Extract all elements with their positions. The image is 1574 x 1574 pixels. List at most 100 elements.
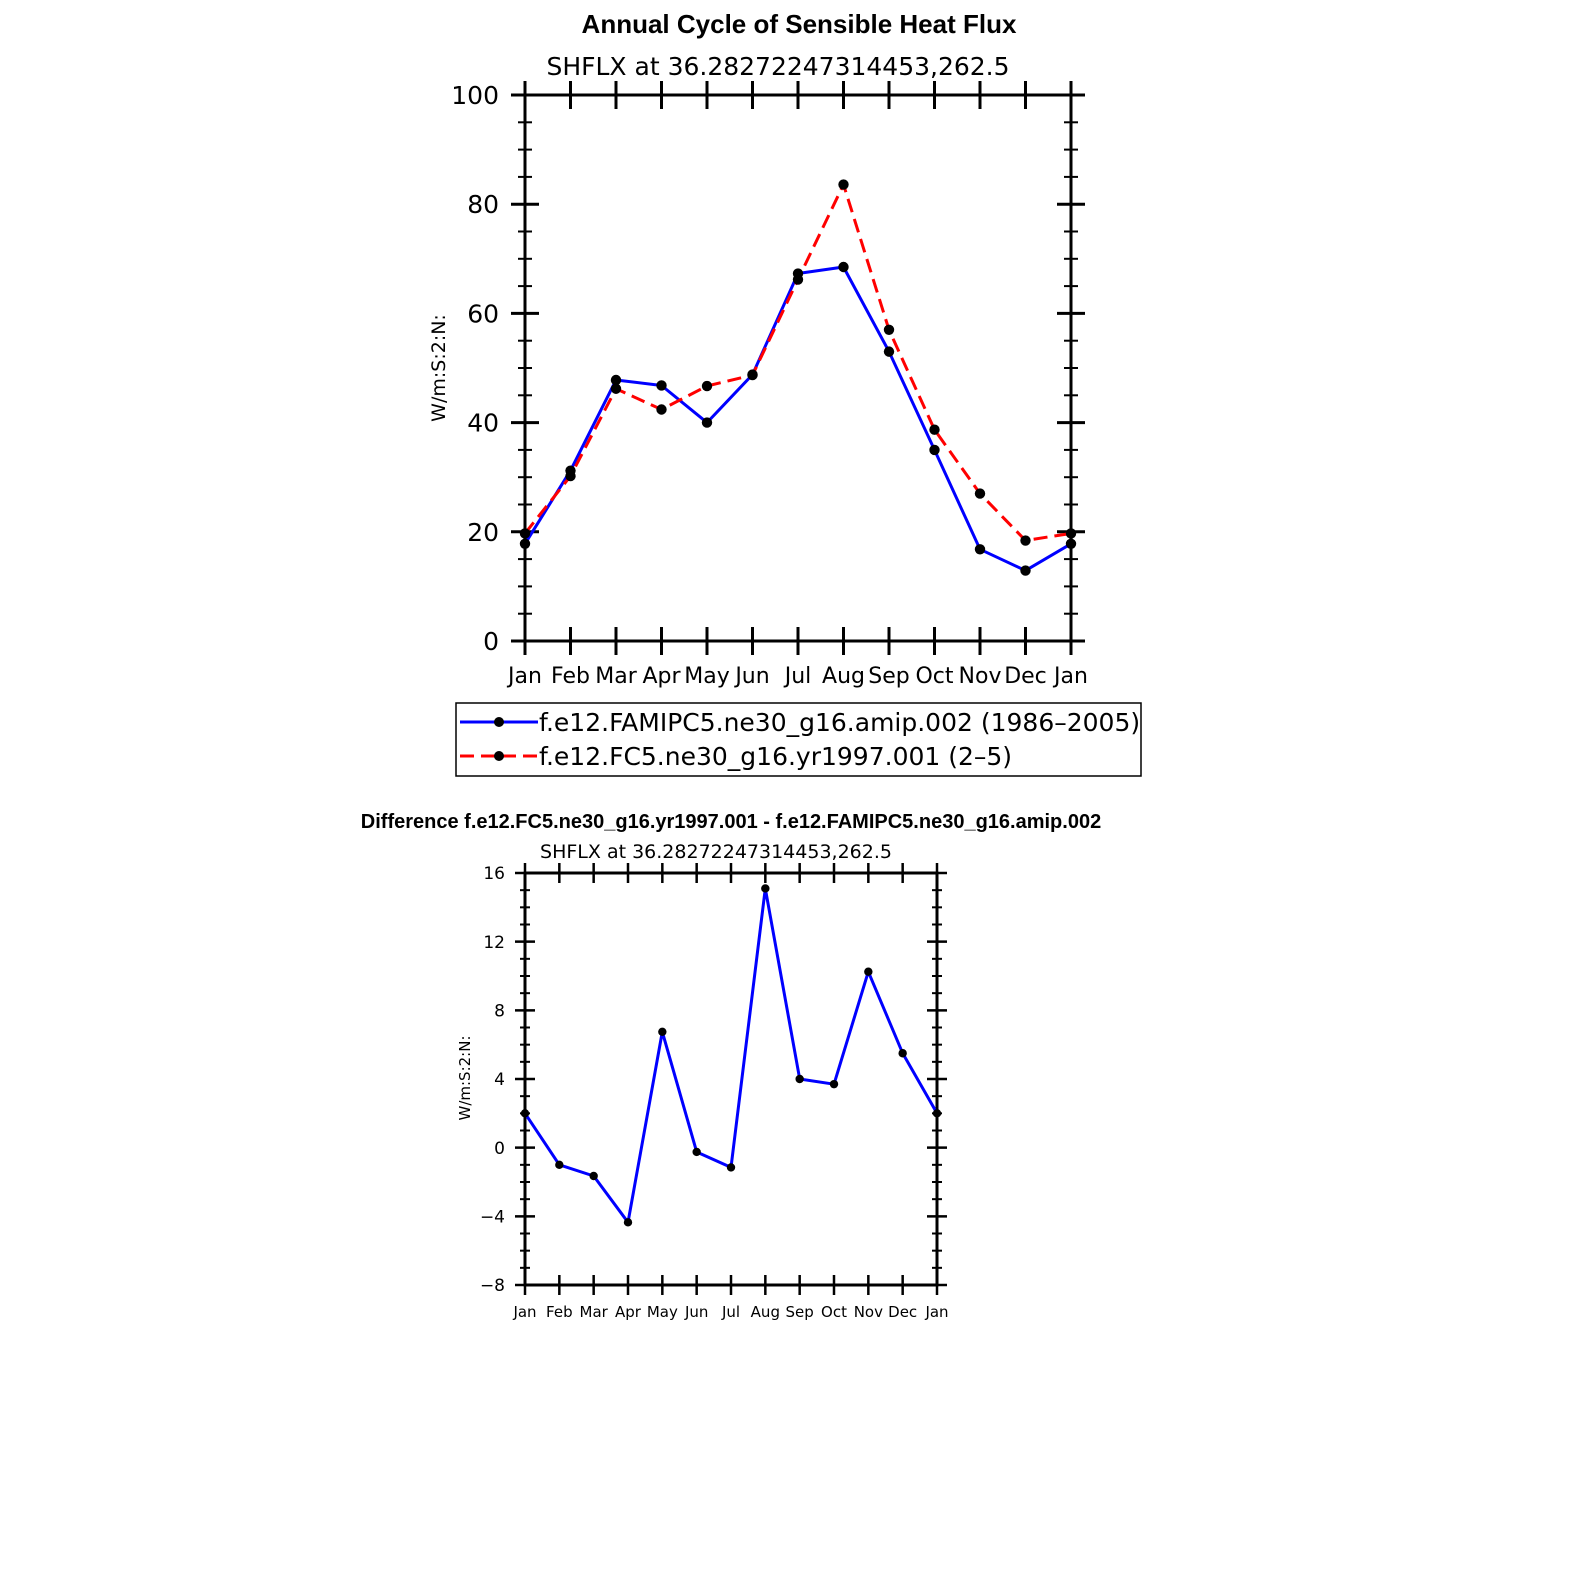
- y-axis-label: W/m:S:2:N:: [456, 1036, 474, 1121]
- x-tick-label: Jul: [783, 664, 812, 689]
- data-point: [974, 488, 986, 499]
- axis-ticks: [515, 863, 947, 1295]
- x-tick-label: Dec: [1004, 664, 1047, 689]
- series-1: [523, 183, 1072, 542]
- y-tick-label: 0: [483, 627, 499, 656]
- y-tick-label: 8: [494, 1001, 505, 1021]
- legend-marker-fc5: [494, 751, 504, 761]
- series-layer: [520, 884, 942, 1227]
- y-tick-label: 40: [467, 409, 499, 438]
- x-tick-label: May: [684, 664, 729, 689]
- legend-box: [455, 702, 1142, 777]
- series-0: [523, 887, 939, 1224]
- data-point: [701, 380, 713, 392]
- data-point: [610, 374, 622, 386]
- data-point: [829, 1079, 839, 1089]
- data-point: [898, 1049, 907, 1058]
- x-tick-label: Jan: [506, 664, 542, 689]
- x-tick-label: Sep: [868, 664, 909, 689]
- chart-title: Difference f.e12.FC5.ne30_g16.yr1997.001…: [361, 811, 1101, 833]
- y-tick-label: 20: [467, 518, 499, 547]
- data-point: [555, 1160, 564, 1170]
- data-point: [519, 528, 531, 539]
- x-tick-label: Nov: [854, 1303, 883, 1321]
- data-point: [883, 324, 895, 335]
- series-line: [523, 887, 939, 1224]
- data-point: [747, 369, 758, 381]
- plot-frame: [523, 93, 1073, 643]
- data-point: [1065, 538, 1077, 550]
- y-tick-labels: 0 20 40 60 80 100: [451, 81, 499, 656]
- x-tick-label: Dec: [888, 1303, 917, 1321]
- y-tick-label: 100: [451, 81, 499, 110]
- data-point: [726, 1163, 736, 1172]
- y-axis-label: W/m:S:2:N:: [428, 314, 450, 422]
- data-point: [520, 1109, 530, 1118]
- data-point: [838, 261, 849, 273]
- data-point: [1065, 528, 1077, 539]
- x-tick-label: Apr: [615, 1303, 642, 1321]
- y-tick-label: −8: [480, 1276, 505, 1296]
- data-point: [1020, 535, 1031, 546]
- data-point: [656, 380, 667, 391]
- x-tick-label: Jan: [1052, 664, 1088, 689]
- difference-chart: Difference f.e12.FC5.ne30_g16.yr1997.001…: [361, 811, 1101, 1321]
- data-point: [929, 444, 940, 456]
- data-point: [658, 1027, 667, 1036]
- y-tick-label: 0: [494, 1139, 505, 1159]
- series-line: [523, 183, 1072, 542]
- chart-subtitle: SHFLX at 36.28272247314453,262.5: [546, 52, 1009, 81]
- data-point: [692, 1147, 701, 1157]
- annual-cycle-chart: Annual Cycle of Sensible Heat Flux SHFLX…: [428, 9, 1142, 777]
- data-point: [610, 383, 622, 394]
- data-point: [761, 884, 770, 893]
- x-tick-label: Mar: [580, 1303, 609, 1321]
- y-tick-label: 60: [467, 299, 499, 328]
- data-point: [932, 1109, 942, 1118]
- legend-entry-fc5: f.e12.FC5.ne30_g16.yr1997.001 (2–5): [460, 742, 1012, 771]
- legend: f.e12.FAMIPC5.ne30_g16.amip.002 (1986–20…: [455, 702, 1142, 777]
- y-tick-label: 80: [467, 190, 499, 219]
- legend-label-fc5: f.e12.FC5.ne30_g16.yr1997.001 (2–5): [539, 742, 1012, 771]
- series-line: [523, 265, 1072, 573]
- x-tick-label: Aug: [751, 1303, 780, 1321]
- data-point: [519, 538, 531, 550]
- x-tick-label: Jul: [721, 1303, 740, 1321]
- x-tick-label: Mar: [595, 664, 637, 689]
- data-point: [701, 417, 713, 428]
- y-tick-label: 4: [494, 1070, 505, 1090]
- axis-ticks: [511, 81, 1085, 655]
- data-point: [838, 179, 849, 190]
- data-point: [1020, 565, 1031, 576]
- x-tick-label: Aug: [822, 664, 865, 689]
- x-tick-label: Sep: [786, 1303, 814, 1321]
- chart-title: Annual Cycle of Sensible Heat Flux: [582, 9, 1017, 39]
- x-tick-label: Feb: [546, 1303, 573, 1321]
- x-tick-label: Oct: [915, 664, 953, 689]
- x-tick-label: May: [647, 1303, 678, 1321]
- x-tick-label: Oct: [821, 1303, 847, 1321]
- x-tick-label: Jun: [684, 1303, 708, 1321]
- data-point: [656, 404, 667, 415]
- data-point: [883, 346, 895, 357]
- data-point: [864, 967, 873, 976]
- data-point: [974, 544, 986, 555]
- data-point: [623, 1218, 633, 1227]
- y-tick-label: −4: [480, 1207, 505, 1227]
- data-point: [795, 1074, 804, 1084]
- series-0: [523, 265, 1072, 573]
- x-tick-label: Apr: [642, 664, 681, 689]
- data-point: [565, 470, 576, 482]
- y-tick-label: 12: [483, 933, 505, 953]
- legend-marker-amip: [494, 717, 504, 727]
- x-tick-label: Nov: [959, 664, 1002, 689]
- x-tick-label: Jan: [924, 1303, 948, 1321]
- series-layer: [519, 179, 1077, 576]
- legend-label-amip: f.e12.FAMIPC5.ne30_g16.amip.002 (1986–20…: [539, 708, 1140, 737]
- x-tick-label: Jun: [733, 664, 769, 689]
- data-point: [589, 1171, 598, 1181]
- legend-entry-amip: f.e12.FAMIPC5.ne30_g16.amip.002 (1986–20…: [460, 708, 1140, 737]
- x-tick-labels: Jan Feb Mar Apr May Jun Jul Aug Sep Oct Nov Dec Jan: [506, 664, 1088, 689]
- plot-frame: [523, 871, 939, 1287]
